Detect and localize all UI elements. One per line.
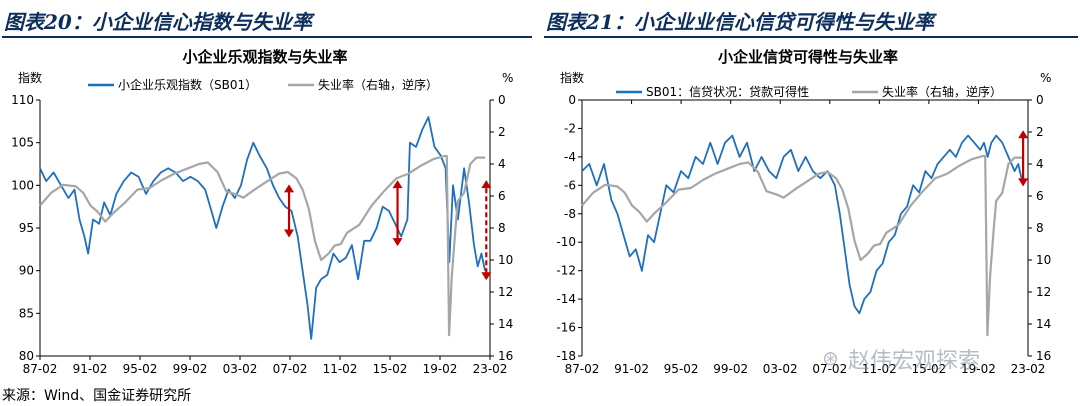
left-tick-label: -8 [564, 207, 576, 221]
annotation-arrow-head-up [1018, 130, 1029, 139]
x-tick-label: 19-02 [423, 362, 458, 376]
annotation-arrow-head-up [481, 180, 492, 189]
right-tick-label: 4 [1036, 157, 1044, 171]
left-tick-label: -14 [556, 292, 576, 306]
annotation-arrow-head-up [284, 184, 295, 193]
legend-label: 失业率（右轴，逆序） [882, 84, 1002, 99]
annotation-arrow-head-down [284, 229, 295, 238]
x-tick-label: 87-02 [23, 362, 58, 376]
chart-title: 小企业乐观指数与失业率 [182, 48, 347, 66]
x-tick-label: 95-02 [664, 362, 699, 376]
right-tick-label: 6 [1036, 189, 1044, 203]
right-tick-label: 16 [1036, 349, 1051, 363]
x-tick-label: 11-02 [323, 362, 358, 376]
annotation-arrow-head-down [1018, 178, 1029, 187]
left-tick-label: -2 [564, 121, 576, 135]
left-tick-label: -18 [556, 349, 576, 363]
figure-21-rule [544, 36, 1078, 38]
source-note: 来源：Wind、国金证券研究所 [2, 388, 192, 404]
left-tick-label: -16 [556, 321, 576, 335]
left-tick-label: 90 [19, 264, 34, 278]
right-tick-label: 12 [1036, 285, 1051, 299]
series-line-primary [581, 134, 1024, 315]
legend-label: 小企业乐观指数（SB01） [118, 77, 257, 92]
x-tick-label: 87-02 [565, 362, 600, 376]
x-tick-label: 99-02 [173, 362, 208, 376]
x-tick-label: 07-02 [812, 362, 847, 376]
right-tick-label: 0 [1036, 93, 1044, 107]
x-tick-label: 19-02 [961, 362, 996, 376]
right-tick-label: 10 [498, 253, 513, 267]
left-tick-label: -6 [564, 178, 576, 192]
right-tick-label: 10 [1036, 253, 1051, 267]
left-tick-label: 95 [19, 221, 34, 235]
x-tick-label: 03-02 [223, 362, 258, 376]
left-axis-unit: 指数 [560, 70, 584, 85]
x-tick-label: 91-02 [73, 362, 108, 376]
x-tick-label: 23-02 [1011, 362, 1046, 376]
series-line-primary [39, 116, 486, 340]
x-tick-label: 23-02 [473, 362, 508, 376]
x-tick-label: 11-02 [862, 362, 897, 376]
left-tick-label: 110 [11, 93, 34, 107]
left-tick-label: -10 [556, 235, 576, 249]
right-axis-unit: % [502, 71, 513, 85]
right-tick-label: 16 [498, 349, 513, 363]
figure-21-title: 图表21：小企业业信心信贷可得性与失业率 [546, 10, 934, 34]
watermark: 赵伟宏观探索 [848, 349, 981, 374]
series-line-unemployment [39, 154, 486, 337]
annotation-arrow-head-up [392, 180, 403, 189]
legend-label: SB01：信贷状况：贷款可得性 [646, 84, 809, 99]
right-tick-label: 8 [1036, 221, 1044, 235]
x-tick-label: 99-02 [713, 362, 748, 376]
x-tick-label: 91-02 [614, 362, 649, 376]
x-tick-label: 07-02 [273, 362, 308, 376]
left-axis-unit: 指数 [18, 70, 42, 85]
left-tick-label: -12 [556, 264, 576, 278]
left-tick-label: 85 [19, 306, 34, 320]
chart-title: 小企业信贷可得性与失业率 [718, 48, 898, 66]
right-tick-label: 8 [498, 221, 506, 235]
right-tick-label: 4 [498, 157, 506, 171]
figure-20-title: 图表20：小企业信心指数与失业率 [4, 10, 312, 34]
figure-20-rule [2, 36, 532, 38]
right-axis-unit: % [1040, 71, 1051, 85]
right-tick-label: 6 [498, 189, 506, 203]
right-tick-label: 2 [498, 125, 506, 139]
left-tick-label: 0 [568, 93, 576, 107]
x-tick-label: 15-02 [911, 362, 946, 376]
left-tick-label: 100 [11, 178, 34, 192]
right-tick-label: 14 [498, 317, 513, 331]
left-tick-label: 105 [11, 136, 34, 150]
legend-label: 失业率（右轴，逆序） [318, 77, 438, 92]
watermark-icon: ⊛ [822, 346, 839, 370]
annotation-arrow-head-down [392, 238, 403, 247]
left-tick-label: -4 [564, 150, 576, 164]
right-tick-label: 2 [1036, 125, 1044, 139]
right-tick-label: 14 [1036, 317, 1051, 331]
series-line-unemployment [581, 154, 1024, 337]
x-tick-label: 03-02 [763, 362, 798, 376]
annotation-arrow-head-down [481, 272, 492, 281]
right-tick-label: 12 [498, 285, 513, 299]
x-tick-label: 15-02 [373, 362, 408, 376]
left-tick-label: 80 [19, 349, 34, 363]
right-tick-label: 0 [498, 93, 506, 107]
x-tick-label: 95-02 [123, 362, 158, 376]
